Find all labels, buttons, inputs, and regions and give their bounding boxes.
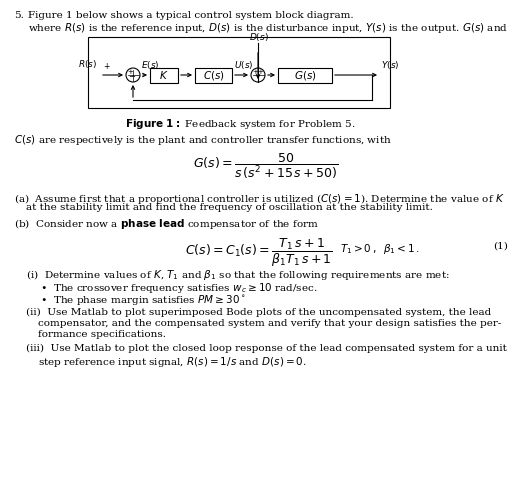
Text: $R(s)$: $R(s)$ bbox=[78, 58, 97, 70]
Text: $K$: $K$ bbox=[159, 69, 169, 81]
Text: −: − bbox=[129, 72, 136, 81]
Text: $D(s)$: $D(s)$ bbox=[249, 31, 269, 43]
Text: (ii)  Use Matlab to plot superimposed Bode plots of the uncompensated system, th: (ii) Use Matlab to plot superimposed Bod… bbox=[26, 308, 491, 317]
Text: $\bullet$  The phase margin satisfies $PM \geq 30^\circ$: $\bullet$ The phase margin satisfies $PM… bbox=[40, 293, 246, 307]
Text: $U(s)$: $U(s)$ bbox=[234, 59, 254, 71]
Text: step reference input signal, $R(s) = 1/s$ and $D(s) = 0$.: step reference input signal, $R(s) = 1/s… bbox=[38, 355, 307, 369]
Text: formance specifications.: formance specifications. bbox=[38, 330, 166, 339]
Text: where $R(s)$ is the reference input, $D(s)$ is the disturbance input, $Y(s)$ is : where $R(s)$ is the reference input, $D(… bbox=[28, 21, 508, 35]
Text: $T_1 > 0\,,\;\;\beta_1 < 1\,.$: $T_1 > 0\,,\;\;\beta_1 < 1\,.$ bbox=[340, 242, 420, 256]
FancyBboxPatch shape bbox=[150, 67, 178, 82]
Text: +: + bbox=[257, 69, 263, 75]
Text: 5.: 5. bbox=[14, 11, 24, 20]
Text: $Y(s)$: $Y(s)$ bbox=[381, 59, 400, 71]
Text: $C(s)$: $C(s)$ bbox=[203, 68, 225, 81]
Text: +: + bbox=[127, 69, 133, 75]
Text: (b)  Consider now a $\mathbf{phase\ lead}$ compensator of the form: (b) Consider now a $\mathbf{phase\ lead}… bbox=[14, 217, 319, 231]
Text: Figure 1 below shows a typical control system block diagram.: Figure 1 below shows a typical control s… bbox=[28, 11, 354, 20]
Text: (iii)  Use Matlab to plot the closed loop response of the lead compensated syste: (iii) Use Matlab to plot the closed loop… bbox=[26, 344, 507, 353]
Text: (i)  Determine values of $K$, $T_1$ and $\beta_1$ so that the following requirem: (i) Determine values of $K$, $T_1$ and $… bbox=[26, 268, 450, 282]
Text: compensator, and the compensated system and verify that your design satisfies th: compensator, and the compensated system … bbox=[38, 319, 501, 328]
Text: $\bullet$  The crossover frequency satisfies $w_c \geq 10$ rad/sec.: $\bullet$ The crossover frequency satisf… bbox=[40, 281, 318, 295]
Text: $C(s) = C_1(s) = \dfrac{T_1\,s + 1}{\beta_1 T_1\,s + 1}$: $C(s) = C_1(s) = \dfrac{T_1\,s + 1}{\bet… bbox=[185, 237, 333, 269]
Text: at the stability limit and find the frequency of oscillation at the stability li: at the stability limit and find the freq… bbox=[26, 203, 433, 212]
Text: $G(s)$: $G(s)$ bbox=[294, 68, 317, 81]
FancyBboxPatch shape bbox=[278, 67, 332, 82]
Text: $E(s)$: $E(s)$ bbox=[141, 59, 160, 71]
Text: (a)  Assume first that a proportional controller is utilized ($C(s) = 1$). Deter: (a) Assume first that a proportional con… bbox=[14, 192, 505, 206]
Text: (1): (1) bbox=[493, 242, 508, 251]
Text: +: + bbox=[252, 69, 258, 75]
FancyBboxPatch shape bbox=[195, 67, 232, 82]
Text: $G(s) = \dfrac{50}{s\,(s^2 + 15\,s + 50)}$: $G(s) = \dfrac{50}{s\,(s^2 + 15\,s + 50)… bbox=[193, 152, 339, 181]
Text: $C(s)$ are respectively is the plant and controller transfer functions, with: $C(s)$ are respectively is the plant and… bbox=[14, 133, 392, 147]
Text: $\mathbf{Figure\ 1:}$ Feedback system for Problem 5.: $\mathbf{Figure\ 1:}$ Feedback system fo… bbox=[124, 117, 355, 131]
Text: +: + bbox=[103, 62, 110, 71]
